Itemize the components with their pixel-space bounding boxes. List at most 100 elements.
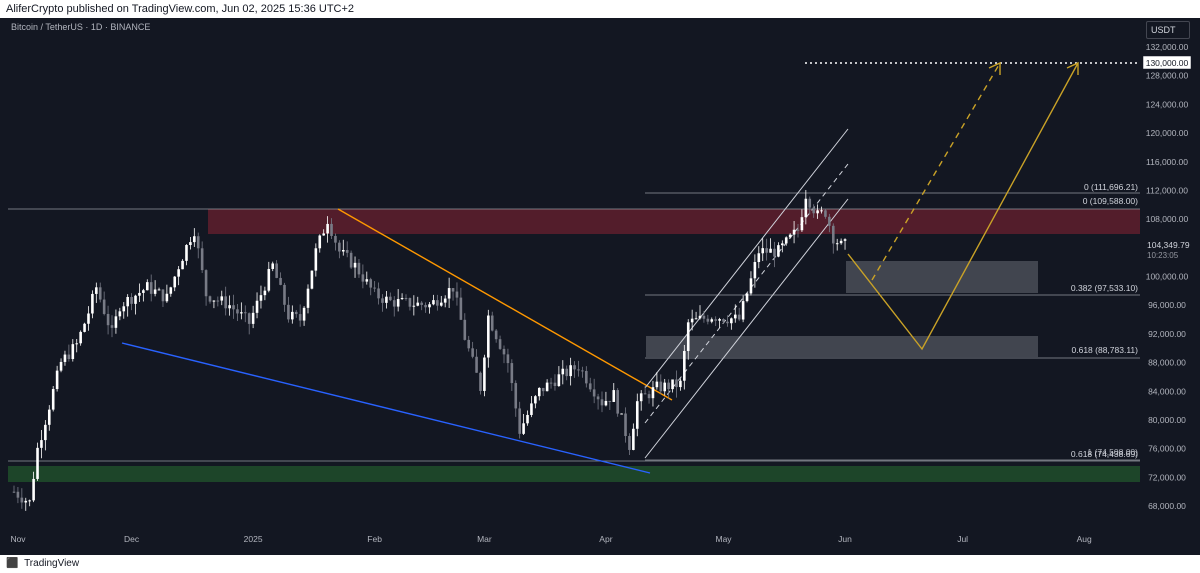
candle-body[interactable] xyxy=(647,394,651,399)
candle-body[interactable] xyxy=(216,300,220,302)
candle-body[interactable] xyxy=(153,289,157,294)
candle-body[interactable] xyxy=(530,403,533,415)
candle-body[interactable] xyxy=(385,296,388,303)
candle-body[interactable] xyxy=(20,497,24,503)
candle-body[interactable] xyxy=(95,287,98,294)
candle-body[interactable] xyxy=(243,312,247,314)
candle-body[interactable] xyxy=(667,382,670,390)
candle-body[interactable] xyxy=(487,315,490,358)
candle-body[interactable] xyxy=(185,245,188,261)
candle-body[interactable] xyxy=(510,363,514,384)
candle-body[interactable] xyxy=(541,387,545,392)
candle-body[interactable] xyxy=(820,210,823,212)
candle-body[interactable] xyxy=(71,344,75,360)
candle-body[interactable] xyxy=(479,372,482,391)
candle-body[interactable] xyxy=(377,288,380,299)
candle-body[interactable] xyxy=(365,279,369,282)
candle-body[interactable] xyxy=(463,319,467,340)
candle-body[interactable] xyxy=(208,296,212,302)
gray-zone-lower[interactable] xyxy=(646,336,1038,357)
candle-body[interactable] xyxy=(518,408,521,434)
candle-body[interactable] xyxy=(769,248,772,253)
candle-body[interactable] xyxy=(44,424,47,441)
candle-body[interactable] xyxy=(635,401,639,429)
candle-body[interactable] xyxy=(761,248,765,254)
candle-body[interactable] xyxy=(831,225,835,244)
chart-area[interactable]: 0 (111,696.21) 0 (109,588.00) 0.382 (97,… xyxy=(0,18,1200,555)
candle-body[interactable] xyxy=(75,343,79,345)
candle-body[interactable] xyxy=(655,381,659,388)
candle-body[interactable] xyxy=(561,368,565,375)
orange-trendline[interactable] xyxy=(337,208,673,401)
candle-body[interactable] xyxy=(471,348,474,357)
target-price-tag[interactable] xyxy=(1142,55,1192,70)
candle-body[interactable] xyxy=(526,414,529,424)
candle-body[interactable] xyxy=(467,339,471,349)
candle-body[interactable] xyxy=(212,300,216,302)
candle-body[interactable] xyxy=(220,296,224,301)
candle-body[interactable] xyxy=(381,298,384,303)
candle-body[interactable] xyxy=(451,288,455,292)
candle-body[interactable] xyxy=(428,304,431,308)
candle-body[interactable] xyxy=(741,301,745,320)
candle-body[interactable] xyxy=(420,302,423,305)
candle-body[interactable] xyxy=(283,284,286,305)
candle-body[interactable] xyxy=(200,248,204,271)
candle-body[interactable] xyxy=(12,491,16,493)
candle-body[interactable] xyxy=(459,297,463,320)
candle-body[interactable] xyxy=(255,300,259,313)
candle-body[interactable] xyxy=(322,233,325,236)
candle-body[interactable] xyxy=(63,354,67,362)
candle-body[interactable] xyxy=(706,318,710,322)
candle-body[interactable] xyxy=(737,314,741,320)
candle-body[interactable] xyxy=(490,315,494,331)
candle-body[interactable] xyxy=(596,396,600,400)
candle-body[interactable] xyxy=(816,210,819,214)
candle-body[interactable] xyxy=(804,198,808,218)
candle-body[interactable] xyxy=(600,399,604,406)
candle-body[interactable] xyxy=(537,387,541,397)
candle-body[interactable] xyxy=(620,413,623,415)
candle-body[interactable] xyxy=(173,276,177,288)
candle-body[interactable] xyxy=(373,287,376,289)
candle-body[interactable] xyxy=(710,319,714,322)
candle-body[interactable] xyxy=(59,361,63,371)
candle-body[interactable] xyxy=(545,382,549,392)
candle-series[interactable] xyxy=(12,189,847,511)
candle-body[interactable] xyxy=(67,354,71,360)
candle-body[interactable] xyxy=(357,262,361,275)
candle-body[interactable] xyxy=(585,370,588,384)
candle-body[interactable] xyxy=(573,365,576,370)
candle-body[interactable] xyxy=(726,321,729,324)
candle-body[interactable] xyxy=(310,270,314,289)
candle-body[interactable] xyxy=(812,207,815,214)
candle-body[interactable] xyxy=(557,374,561,387)
candle-body[interactable] xyxy=(28,500,31,502)
candle-body[interactable] xyxy=(702,315,706,319)
candle-body[interactable] xyxy=(592,389,596,397)
candle-body[interactable] xyxy=(639,393,643,402)
candle-body[interactable] xyxy=(781,243,784,246)
candle-body[interactable] xyxy=(424,304,427,308)
candle-body[interactable] xyxy=(302,307,306,321)
candle-body[interactable] xyxy=(306,288,310,308)
candle-body[interactable] xyxy=(291,311,294,320)
candle-body[interactable] xyxy=(224,296,227,309)
candle-body[interactable] xyxy=(616,390,619,414)
candle-body[interactable] xyxy=(389,296,392,301)
candle-body[interactable] xyxy=(263,290,267,296)
candle-body[interactable] xyxy=(408,298,412,307)
candle-body[interactable] xyxy=(396,299,400,307)
candle-body[interactable] xyxy=(800,217,804,231)
candle-body[interactable] xyxy=(134,295,137,304)
candle-body[interactable] xyxy=(287,304,290,320)
candle-body[interactable] xyxy=(718,319,721,321)
candle-body[interactable] xyxy=(240,312,243,314)
candle-body[interactable] xyxy=(671,379,674,390)
candle-body[interactable] xyxy=(98,287,102,300)
candle-body[interactable] xyxy=(122,306,126,312)
candle-body[interactable] xyxy=(51,389,55,410)
candle-body[interactable] xyxy=(251,312,255,324)
candle-body[interactable] xyxy=(106,313,110,326)
candle-body[interactable] xyxy=(204,270,208,297)
